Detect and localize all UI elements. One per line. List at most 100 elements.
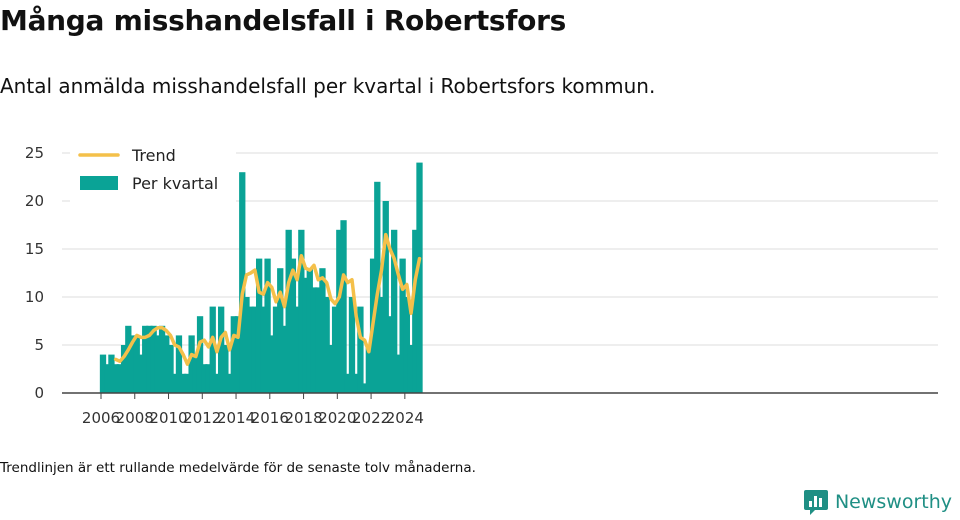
- bar: [205, 364, 212, 393]
- bar: [201, 364, 208, 393]
- bar: [302, 277, 309, 393]
- x-tick-label: 2016: [251, 409, 289, 427]
- bar: [120, 345, 128, 393]
- bar: [146, 325, 153, 393]
- bar: [323, 297, 330, 393]
- bar: [99, 354, 107, 393]
- bar: [407, 345, 415, 393]
- y-tick-label: 20: [25, 192, 44, 210]
- bar: [391, 229, 398, 393]
- bar: [154, 335, 162, 393]
- bar: [416, 162, 423, 393]
- bar: [171, 373, 178, 393]
- bar: [234, 316, 242, 393]
- bar: [133, 335, 140, 393]
- legend-bar-swatch: [80, 176, 118, 190]
- x-tick-label: 2020: [318, 409, 356, 427]
- bar: [277, 268, 284, 393]
- bar: [260, 306, 267, 393]
- bar: [175, 335, 183, 393]
- bar: [293, 306, 301, 393]
- legend-bar-label: Per kvartal: [132, 174, 218, 193]
- bar: [251, 306, 259, 393]
- bar: [180, 373, 187, 393]
- bar: [239, 172, 246, 393]
- bar: [230, 316, 237, 393]
- bar: [344, 373, 351, 393]
- x-tick-label: 2012: [183, 409, 221, 427]
- bar: [310, 287, 318, 393]
- x-tick-label: 2018: [284, 409, 322, 427]
- bars-per-kvartal: [99, 162, 423, 393]
- bar: [150, 325, 157, 393]
- y-tick-label: 10: [25, 288, 44, 306]
- bar: [188, 335, 195, 393]
- bar: [264, 258, 271, 393]
- bar: [306, 268, 313, 393]
- x-tick-label: 2008: [116, 409, 154, 427]
- chart-title: Många misshandelsfall i Robertsfors: [0, 4, 566, 37]
- bar: [298, 229, 305, 393]
- y-tick-label: 25: [25, 144, 44, 162]
- x-tick-label: 2024: [386, 409, 424, 427]
- bar: [104, 364, 111, 393]
- bar: [319, 268, 326, 393]
- bar: [382, 201, 389, 393]
- footnote: Trendlinjen är ett rullande medelvärde f…: [0, 460, 476, 476]
- y-tick-label: 15: [25, 240, 44, 258]
- bar: [142, 325, 149, 393]
- bar: [348, 297, 356, 393]
- newsworthy-logo-icon: [803, 490, 828, 515]
- bar: [158, 325, 166, 393]
- bar: [192, 354, 199, 393]
- bar: [399, 258, 406, 393]
- bar: [163, 335, 170, 393]
- bar: [315, 287, 322, 393]
- bar: [112, 364, 119, 393]
- bar: [357, 306, 364, 393]
- bar: [222, 345, 229, 393]
- y-axis-ticks: 0 5 10 15 20 25: [25, 144, 44, 402]
- bar: [167, 345, 174, 393]
- bar: [336, 229, 343, 393]
- bar: [213, 373, 221, 393]
- bar: [243, 297, 250, 393]
- bar-line-chart: 0 5 10 15 20 25 20062008201020122014201620182…: [25, 144, 938, 427]
- x-tick-label: 2010: [149, 409, 187, 427]
- y-tick-label: 5: [34, 336, 44, 354]
- bar: [281, 325, 288, 393]
- legend: Trend Per kvartal: [70, 144, 236, 206]
- brand-logo[interactable]: Newsworthy: [803, 488, 952, 516]
- bar: [129, 335, 136, 393]
- bar: [108, 354, 115, 393]
- bar: [353, 373, 360, 393]
- bar: [255, 258, 263, 393]
- bar: [378, 297, 385, 393]
- chart-subtitle: Antal anmälda misshandelsfall per kvarta…: [0, 74, 656, 98]
- brand-name: Newsworthy: [834, 491, 952, 513]
- bar: [226, 373, 233, 393]
- bar: [386, 316, 394, 393]
- bar: [403, 297, 410, 393]
- x-tick-label: 2014: [217, 409, 255, 427]
- bar: [209, 306, 216, 393]
- bar: [331, 306, 339, 393]
- bar: [327, 345, 335, 393]
- y-tick-label: 0: [34, 384, 44, 402]
- bar: [340, 220, 347, 393]
- trend-line: [113, 232, 422, 366]
- bar: [137, 354, 145, 393]
- legend-trend-label: Trend: [131, 146, 176, 165]
- trend-line-group: [113, 232, 422, 366]
- x-tick-label: 2022: [352, 409, 390, 427]
- bar: [268, 335, 275, 393]
- bar: [412, 229, 419, 393]
- bar: [247, 306, 254, 393]
- bar: [365, 345, 373, 393]
- bar: [289, 258, 297, 393]
- bar: [395, 354, 402, 393]
- bar: [218, 306, 225, 393]
- bar: [184, 373, 191, 393]
- bar: [125, 325, 132, 393]
